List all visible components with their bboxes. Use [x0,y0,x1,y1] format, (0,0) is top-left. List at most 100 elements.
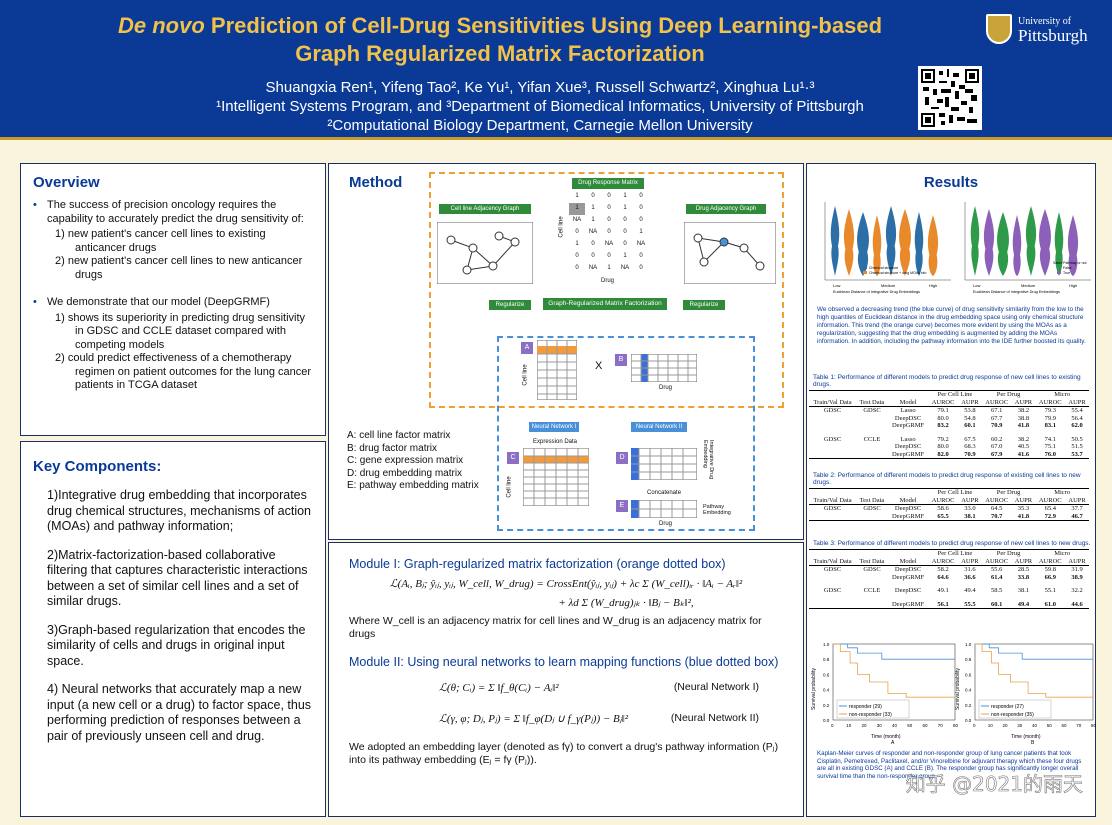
e-drug-label: Drug [659,521,673,527]
key-component-3: 3)Graph-based regularization that encode… [47,622,306,668]
legend-b: B: drug factor matrix [347,442,438,454]
drm-cell: NA [636,241,646,247]
table-cell: 41.6 [1017,450,1030,458]
km-x-tick: 60 [923,723,929,728]
grmf-label: Graph-Regularized Matrix Factorization [543,298,667,310]
drm-cell: 1 [575,241,579,247]
table-cell: 41.8 [1017,512,1030,520]
table-row: DeepDSC 80.0 54.8 67.7 38.8 79.9 56.4 [809,415,1089,423]
table-column-header: AUPR [1068,496,1086,504]
drug-response-matrix: 1 0 0 1 0 1 1 0 1 0 NA 1 0 0 0 0 NA 0 0 1 1 0 NA 0 NA 0 0 0 1 0 0 NA 1 NA… [569,191,649,275]
table-cell: 50.5 [1071,435,1083,443]
violin-plot-1-shapes [830,206,939,276]
drm-cell: 1 [623,193,627,199]
module-2-box [497,336,755,531]
table-cell: DeepDSC [894,443,922,450]
table-cell [809,451,856,459]
drm-cell-line-label: Cell line [558,216,565,238]
table-cell: Lasso [900,407,916,414]
title-line1: Prediction of Cell-Drug Sensitivities Us… [204,13,883,38]
km-curve [833,643,955,698]
km-x-tick: 30 [877,723,883,728]
table-cell: 72.9 [1044,512,1056,520]
nn1-equation-label: (Neural Network I) [673,681,759,693]
table-cell: 58.6 [937,505,949,512]
km-a-legend-2: non-responder (33) [849,712,892,718]
km-x-tick: 50 [907,723,913,728]
table-cell: 33.0 [964,505,976,512]
authors-block: Shuangxia Ren¹, Yifeng Tao², Ke Yu¹, Yif… [150,78,930,135]
table-cell: GDSC [823,505,842,512]
violin-shape [1067,215,1079,276]
table-cell: 75.1 [1044,443,1056,450]
matrix-legend: A: cell line factor matrix B: drug facto… [347,430,479,493]
table-group-header: Per Cell Line [937,550,973,557]
table-cell: 68.3 [964,443,976,450]
table-column-header: Test Data [859,557,885,565]
drm-cell: 1 [569,203,585,215]
table-cell: 59.8 [1044,566,1056,573]
authors: Shuangxia Ren¹, Yifeng Tao², Ke Yu¹, Yif… [265,79,815,96]
table-cell: 37.7 [1071,505,1083,512]
times-symbol: X [595,360,603,372]
table-column-header: AUPR [961,496,979,504]
table-cell: 79.3 [1044,407,1056,414]
violin-plot-1: Low Medium High Euclidean Distance of In… [824,202,951,294]
nn2-equation-label: (Neural Network II) [670,712,759,724]
qr-code-icon[interactable] [918,66,982,130]
km-x-tick: 80 [953,723,959,728]
table-cell: 70.9 [990,422,1003,429]
table-cell [856,598,888,609]
nn1-equation: ℒ(θ; Cᵢ) = Σ ‖f_θ(Cᵢ) − Aᵢ‖² [439,682,559,694]
table-cell: 76.0 [1044,450,1056,458]
table-cell: 79.1 [937,407,949,414]
table-cell: GDSC [863,566,881,573]
km-b-legend-1: responder (27) [991,704,1024,710]
table-cell: 35.3 [1017,505,1030,512]
table-cell: 58.2 [937,566,949,573]
table-cell: GDSC [863,407,881,414]
module-1-equation-a: ℒ(Aᵢ, Bⱼ; ŷᵢⱼ, yᵢⱼ, W_cell, W_drug) = Cr… [389,578,743,590]
violin-shape [914,212,924,276]
table-cell: 67.0 [990,443,1003,450]
overview-bullet-1-text: The success of precision oncology requir… [47,199,304,225]
drm-cell: 0 [591,241,595,247]
table-cell: 56.1 [937,600,949,608]
table-cell: 74.1 [1044,435,1056,443]
table-cell: 31.9 [1071,566,1083,573]
table-cell: 54.8 [964,414,976,422]
km-b-xlabel: Time (month) [1011,734,1041,740]
table-cell: 55.6 [990,566,1003,573]
km-y-tick: 0.4 [823,688,830,693]
table-column-header: AUROC [1038,496,1062,504]
regularize-left: Regularize [489,300,531,310]
km-x-tick: 10 [988,723,994,728]
table-cell: 53.7 [1071,450,1083,458]
table-group-header: Micro [1054,489,1071,496]
table-row: DeepGRMF 83.2 60.1 70.9 41.8 83.1 62.0 [809,422,1089,433]
km-y-tick: 0.4 [965,688,972,693]
table-cell: CCLE [863,435,881,443]
key-components-title: Key Components: [33,458,162,475]
overview-list: The success of precision oncology requir… [33,199,313,393]
table-cell: DeepDSC [894,505,922,512]
drm-cell: 1 [639,229,643,235]
violin-2-legend-1: False [1063,266,1072,270]
module-2-title: Module II: Using neural networks to lear… [349,655,779,669]
violin-2-x-high: High [1069,283,1077,288]
table-cell [856,574,888,585]
km-a-letter: A [891,740,895,744]
table-cell: 31.6 [964,566,976,573]
pathway-embedding-matrix [631,500,697,518]
table-cell [809,422,856,433]
table-column-header: Test Data [859,496,885,504]
km-y-tick: 0.0 [823,718,830,723]
violin-shape [927,215,939,276]
legend-e: E: pathway embedding matrix [347,480,479,491]
table-group-header: Per Cell Line [937,391,973,398]
table-cell: 56.4 [1071,414,1083,422]
violin-shape [983,209,995,276]
table-cell: 82.0 [937,450,949,458]
table-column-header: AUPR [1068,398,1086,406]
violin-1-legend-2: Chemical structure + drug MOAs info [869,271,927,275]
